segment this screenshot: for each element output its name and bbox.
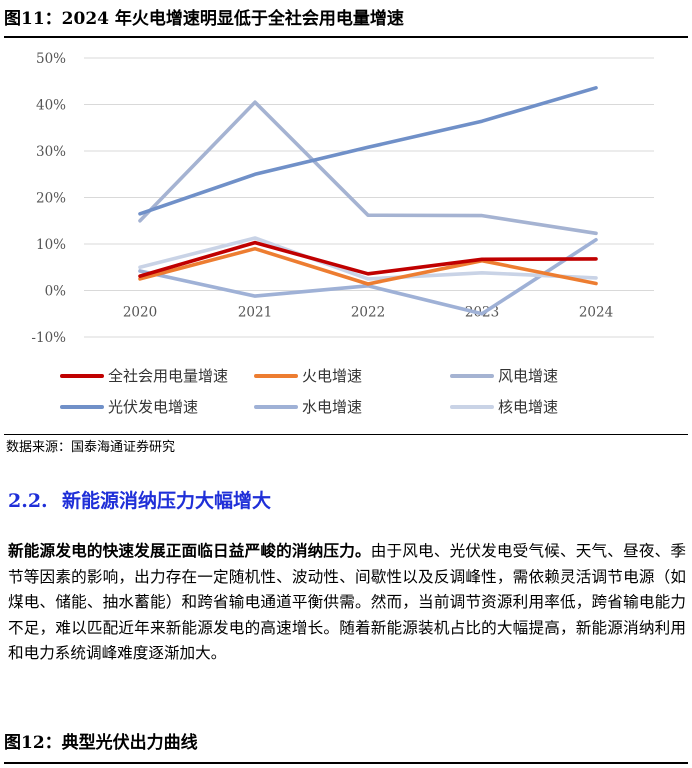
figure-11-title: 图11：2024 年火电增速明显低于全社会用电量增速 <box>4 2 688 38</box>
line-chart: 50%40%30%20%10%0%-10% 2020 2021 2022 2023 20… <box>31 51 654 416</box>
x-tick-label: 2021 <box>238 305 272 321</box>
y-tick-label: -10% <box>31 330 66 346</box>
series-line <box>138 246 598 286</box>
legend-label: 火电增速 <box>302 367 362 385</box>
x-axis-ticks: 2020 2021 2022 2023 2024 <box>123 305 613 321</box>
y-axis-ticks: 50% 40% 30% 20% 10% 0% -10% <box>31 51 66 346</box>
series-line <box>138 100 598 236</box>
y-tick-label: 40% <box>36 98 66 114</box>
body-paragraph: 新能源发电的快速发展正面临日益严峻的消纳压力。由于风电、光伏发电受气候、天气、昼… <box>8 538 686 667</box>
data-source: 数据来源：国泰海通证券研究 <box>6 440 176 455</box>
x-tick-label: 2020 <box>123 305 157 321</box>
section-title: 新能源消纳压力大幅增大 <box>62 490 272 512</box>
figure-12-title: 图12：典型光伏出力曲线 <box>4 728 688 764</box>
legend-label: 风电增速 <box>498 367 558 385</box>
series-line <box>138 240 598 278</box>
chart-series <box>138 85 598 316</box>
x-tick-label: 2024 <box>579 305 613 321</box>
legend-label: 水电增速 <box>302 398 362 416</box>
y-tick-label: 20% <box>36 191 66 207</box>
paragraph-body: 由于风电、光伏发电受气候、天气、昼夜、季节等因素的影响，出力存在一定随机性、波动… <box>8 542 686 663</box>
y-tick-label: 30% <box>36 144 66 160</box>
legend-label: 光伏发电增速 <box>108 398 198 416</box>
legend-label: 核电增速 <box>498 398 558 416</box>
chart-grid <box>84 57 654 338</box>
paragraph-lead: 新能源发电的快速发展正面临日益严峻的消纳压力。 <box>8 541 371 560</box>
legend-label: 全社会用电量增速 <box>108 367 228 385</box>
y-tick-label: 10% <box>36 237 66 253</box>
series-line <box>138 236 598 281</box>
y-tick-label: 50% <box>36 51 66 67</box>
y-tick-label: 0% <box>45 284 67 300</box>
section-heading: 2.2. 新能源消纳压力大幅增大 <box>8 486 271 513</box>
source-divider <box>4 434 688 435</box>
x-tick-label: 2022 <box>351 305 385 321</box>
section-number: 2.2. <box>8 490 48 512</box>
series-line <box>138 85 598 216</box>
